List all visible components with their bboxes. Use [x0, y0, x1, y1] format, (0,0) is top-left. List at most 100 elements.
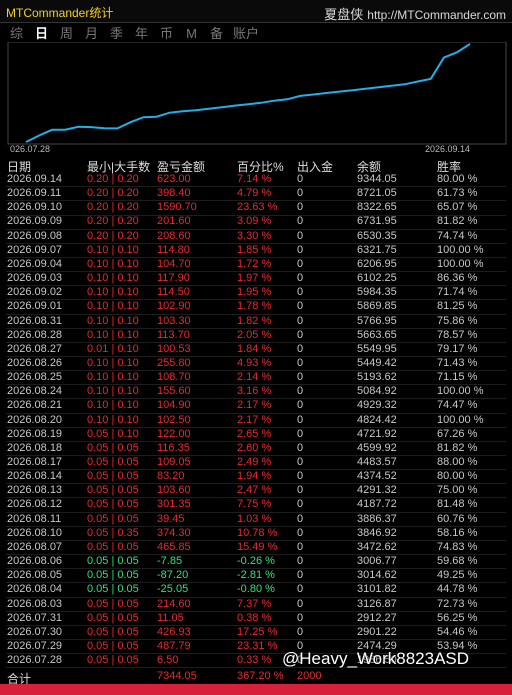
- cell-pnl: 103.60: [157, 484, 191, 497]
- row-separator: [6, 256, 506, 258]
- tab[interactable]: 账户: [233, 26, 260, 41]
- cell-pct: 2.49 %: [237, 456, 272, 468]
- cell-lots: 0.05 | 0.05: [87, 583, 139, 596]
- row-separator: [6, 228, 506, 230]
- cell-winrate: 75.86 %: [437, 314, 478, 327]
- cell-date: 2026.08.28: [7, 328, 63, 341]
- row-separator: [6, 384, 506, 386]
- cell-pnl: 374.30: [157, 526, 191, 539]
- row-separator: [6, 638, 506, 640]
- row-separator: [6, 554, 506, 556]
- cell-deposit: 0: [297, 243, 304, 256]
- cell-winrate: 81.48 %: [437, 498, 478, 511]
- cell-pnl: 83.20: [157, 470, 185, 483]
- x-label: 026.07.28: [10, 144, 50, 154]
- cell-pnl: 103.30: [157, 314, 191, 327]
- cell-balance: 3472.62: [357, 540, 397, 553]
- cell-pct: 23.63 %: [237, 201, 278, 214]
- cell-deposit: 0: [297, 456, 304, 468]
- cell-balance: 8322.65: [357, 201, 397, 214]
- cell-pct: 2.17 %: [237, 413, 272, 426]
- cell-winrate: 75.00 %: [437, 484, 478, 497]
- cell-pct: 2.05 %: [237, 328, 272, 341]
- cell-balance: 4291.32: [357, 484, 397, 497]
- cell-winrate: 80.00 %: [437, 470, 478, 483]
- cell-lots: 0.05 | 0.05: [87, 569, 139, 582]
- cell-lots: 0.10 | 0.10: [87, 272, 139, 285]
- cell-pct: 2.65 %: [237, 427, 272, 440]
- cell-winrate: 86.36 %: [437, 272, 478, 285]
- cell-pct: 17.25 %: [237, 625, 278, 638]
- row-separator: [6, 525, 506, 527]
- cell-lots: 0.10 | 0.10: [87, 371, 139, 384]
- cell-pct: 4.79 %: [237, 187, 272, 200]
- cell-deposit: 0: [297, 286, 304, 299]
- tab[interactable]: 日: [34, 26, 48, 41]
- cell-lots: 0.05 | 0.05: [87, 654, 139, 667]
- cell-balance: 6321.75: [357, 243, 397, 256]
- cell-pnl: 108.70: [157, 371, 191, 384]
- equity-line: [25, 43, 471, 143]
- cell-pct: 1.94 %: [237, 470, 272, 483]
- cell-balance: 3126.87: [357, 597, 397, 610]
- cell-date: 2026.08.06: [7, 555, 63, 567]
- cell-pnl: 208.60: [157, 229, 191, 242]
- cell-pnl: 398.40: [157, 187, 191, 200]
- row-separator: [6, 426, 506, 428]
- cell-lots: 0.05 | 0.05: [87, 498, 139, 511]
- cell-deposit: 0: [297, 569, 304, 582]
- cell-pnl: 116.35: [157, 441, 190, 454]
- cell-lots: 0.01 | 0.10: [87, 342, 139, 355]
- row-separator: [6, 412, 506, 414]
- cell-balance: 4483.57: [357, 456, 397, 468]
- cell-lots: 0.20 | 0.20: [87, 201, 139, 214]
- cell-lots: 0.05 | 0.05: [87, 597, 139, 610]
- cell-pct: 1.03 %: [237, 512, 272, 525]
- cell-winrate: 74.83 %: [437, 540, 478, 553]
- row-separator: [6, 214, 506, 216]
- cell-pct: 2.14 %: [237, 371, 272, 384]
- cell-balance: 3006.77: [357, 555, 397, 567]
- cell-deposit: 0: [297, 187, 304, 200]
- tab[interactable]: 备: [209, 26, 223, 41]
- cell-date: 2026.08.19: [7, 427, 63, 440]
- cell-date: 2026.08.18: [7, 441, 63, 454]
- row-separator: [6, 313, 506, 315]
- cell-date: 2026.08.21: [7, 399, 63, 412]
- cell-deposit: 0: [297, 300, 304, 313]
- cell-date: 2026.09.03: [7, 272, 63, 285]
- cell-date: 2026.08.12: [7, 498, 63, 511]
- cell-pct: 2.17 %: [237, 399, 272, 412]
- tab[interactable]: 季: [109, 26, 123, 41]
- row-separator: [6, 341, 506, 343]
- cell-pct: 7.75 %: [237, 498, 272, 511]
- cell-pct: 1.82 %: [237, 314, 272, 327]
- cell-date: 2026.09.07: [7, 243, 63, 256]
- cell-balance: 4187.72: [357, 498, 397, 511]
- cell-pct: 3.16 %: [237, 385, 272, 398]
- cell-pnl: 623.00: [157, 173, 191, 185]
- cell-date: 2026.09.14: [7, 173, 63, 185]
- cell-lots: 0.10 | 0.10: [87, 399, 139, 412]
- tab[interactable]: 币: [159, 26, 173, 41]
- cell-lots: 0.10 | 0.10: [87, 385, 139, 398]
- cell-deposit: 0: [297, 441, 304, 454]
- cell-pct: 15.49 %: [237, 540, 278, 553]
- cell-pnl: 255.80: [157, 357, 191, 369]
- tab-bar: 综日周月季年币 M 备账户: [0, 23, 512, 43]
- cell-lots: 0.05 | 0.05: [87, 625, 139, 638]
- tab[interactable]: 综: [9, 26, 23, 41]
- tab[interactable]: 周: [59, 26, 73, 41]
- bottom-bar: [0, 684, 512, 695]
- cell-date: 2026.08.13: [7, 484, 63, 497]
- cell-balance: 5449.42: [357, 357, 397, 369]
- url[interactable]: http://MTCommander.com: [367, 8, 506, 22]
- tab[interactable]: M: [186, 26, 197, 41]
- row-separator: [6, 271, 506, 272]
- cell-lots: 0.05 | 0.05: [87, 640, 139, 652]
- tab[interactable]: 年: [134, 26, 148, 41]
- tab[interactable]: 月: [84, 26, 98, 41]
- cell-deposit: 0: [297, 512, 304, 525]
- cell-date: 2026.07.31: [7, 611, 63, 624]
- cell-lots: 0.10 | 0.10: [87, 357, 139, 369]
